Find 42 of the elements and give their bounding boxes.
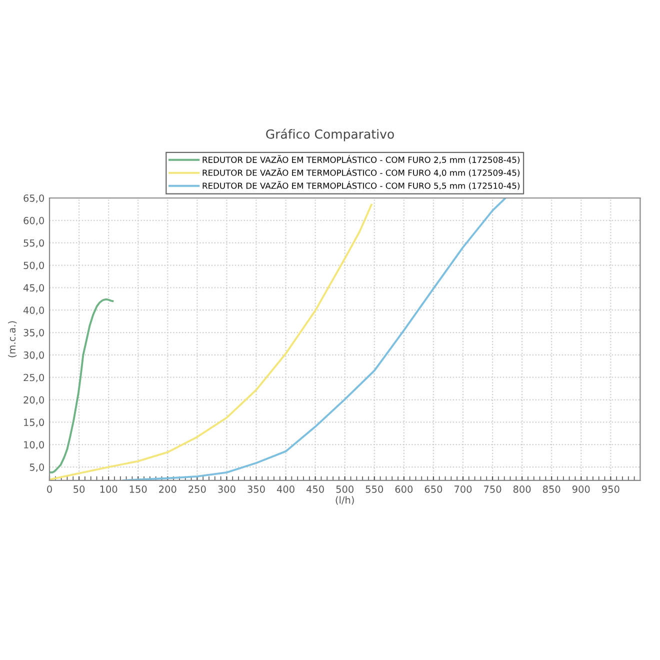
x-tick-label: 50 (74, 486, 85, 493)
x-tick-label: 550 (366, 486, 384, 493)
y-tick-label: 15,0 (24, 418, 44, 428)
line-series (50, 204, 372, 480)
x-tick-label: 750 (484, 486, 502, 493)
x-tick-label: 100 (100, 486, 118, 493)
y-axis-title: (m.c.a.) (8, 321, 17, 358)
y-tick-label: 5,0 (30, 464, 44, 472)
y-tick-label: 50,0 (24, 262, 44, 270)
legend-label: REDUTOR DE VAZÃO EM TERMOPLÁSTICO - COM FURO 5,5 mm (172510-45) (202, 181, 520, 190)
x-tick-label: 450 (306, 486, 324, 493)
x-tick-label: 350 (248, 486, 265, 493)
line-series (122, 198, 506, 480)
y-tick-label: 65,0 (24, 194, 44, 203)
x-tick-label: 300 (218, 486, 236, 493)
y-tick-label: 40,0 (23, 306, 44, 315)
y-tick-label: 30,0 (24, 351, 44, 360)
y-tick-label: 45,0 (23, 284, 44, 292)
x-tick-label: 500 (336, 486, 354, 493)
line-series (50, 298, 114, 474)
x-tick-label: 900 (572, 486, 590, 493)
chart-title: Gráfico Comparativo (266, 128, 394, 142)
x-tick-label: 200 (159, 486, 176, 493)
y-tick-label: 55,0 (24, 239, 44, 248)
x-tick-label: 650 (424, 486, 442, 493)
x-axis-title: (l/h) (336, 496, 354, 505)
x-tick-label: 250 (188, 486, 206, 493)
legend-label: REDUTOR DE VAZÃO EM TERMOPLÁSTICO - COM FURO 2,5 mm (172508-45) (202, 155, 520, 164)
y-tick-label: 60,0 (24, 216, 44, 226)
x-tick-label: 950 (602, 486, 620, 493)
x-tick-label: 850 (542, 486, 560, 493)
legend-label: REDUTOR DE VAZÃO EM TERMOPLÁSTICO - COM FURO 4,0 mm (172509-45) (202, 168, 520, 177)
x-tick-label: 600 (395, 486, 413, 493)
x-tick-label: 0 (47, 486, 52, 493)
y-tick-label: 25,0 (24, 374, 44, 382)
y-tick-label: 20,0 (24, 396, 44, 405)
x-tick-label: 800 (513, 486, 531, 493)
x-tick-label: 700 (454, 486, 472, 493)
y-tick-label: 10,0 (24, 441, 44, 450)
x-tick-label: 150 (130, 486, 147, 493)
y-tick-label: 35,0 (24, 328, 44, 338)
x-tick-label: 400 (276, 486, 294, 493)
